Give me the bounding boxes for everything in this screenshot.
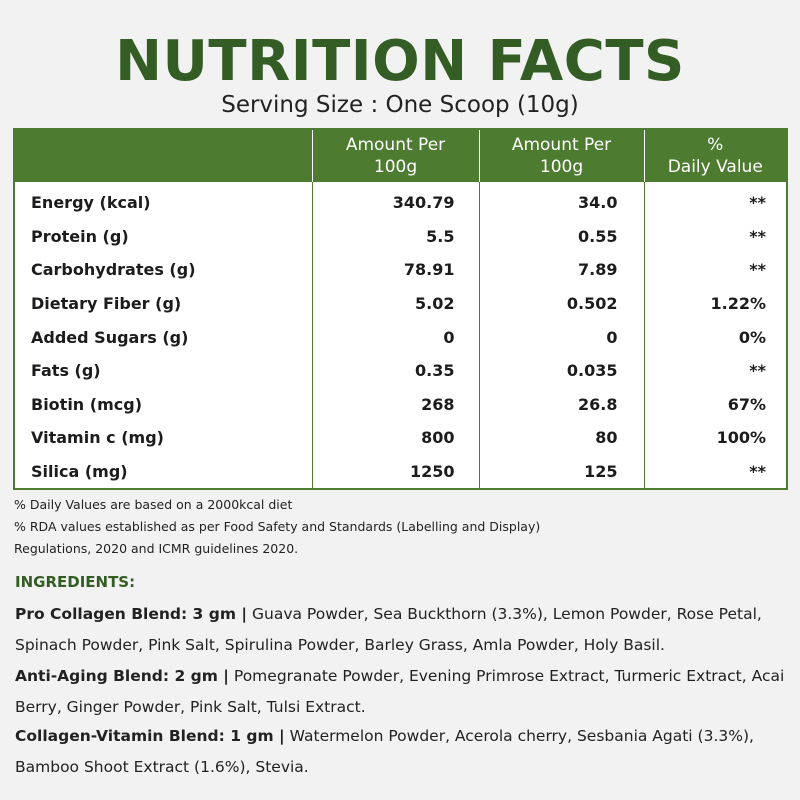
daily-value: 100%: [643, 421, 787, 455]
amount-per-serving: 80: [478, 421, 644, 455]
blend-items: Pomegranate Powder, Evening Primrose Ext…: [15, 667, 785, 716]
nutrient-name: Protein (g): [31, 226, 129, 246]
amount-per-serving: 0.55: [478, 219, 644, 254]
table-row: Vitamin c (mg) 800 80 100%: [14, 421, 787, 455]
nutrient-name: Energy (kcal): [31, 193, 151, 213]
amount-per-serving: 125: [478, 454, 644, 490]
table-row: Protein (g) 5.5 0.55 **: [14, 219, 787, 254]
amount-per-100g: 5.02: [311, 286, 479, 321]
daily-value: 67%: [643, 387, 787, 422]
table-row: Added Sugars (g) 0 0 0%: [14, 320, 787, 354]
amount-per-100g: 0.35: [311, 353, 479, 388]
amount-per-serving: 34.0: [478, 182, 644, 220]
nutrient-name: Dietary Fiber (g): [31, 294, 182, 314]
amount-per-100g: 5.5: [311, 219, 479, 254]
table-row: Silica (mg) 1250 125 **: [14, 454, 787, 490]
nutrition-table: Amount Per 100g Amount Per 100g % Daily …: [13, 128, 788, 491]
table-row: Carbohydrates (g) 78.91 7.89 **: [14, 253, 787, 287]
amount-per-serving: 7.89: [478, 253, 644, 287]
amount-per-100g: 1250: [311, 454, 479, 490]
amount-per-100g: 340.79: [311, 182, 479, 220]
table-row: Dietary Fiber (g) 5.02 0.502 1.22%: [14, 286, 787, 321]
header-daily-value-label: % Daily Value: [667, 135, 763, 177]
blend-name: Anti-Aging Blend: 2 gm |: [15, 667, 229, 685]
footnote-rda: % RDA values established as per Food Saf…: [14, 519, 541, 556]
header-per-100g: Amount Per 100g: [311, 129, 479, 182]
blend-anti-aging: Anti-Aging Blend: 2 gm | Pomegranate Pow…: [15, 661, 785, 723]
nutrient-name: Biotin (mcg): [31, 394, 142, 414]
amount-per-serving: 26.8: [478, 387, 644, 422]
daily-value: 0%: [643, 320, 787, 354]
amount-per-100g: 268: [311, 387, 479, 422]
blend-collagen-vitamin: Collagen-Vitamin Blend: 1 gm | Watermelo…: [15, 721, 785, 783]
daily-value: **: [643, 182, 787, 220]
nutrient-name: Added Sugars (g): [31, 327, 189, 347]
amount-per-serving: 0: [478, 320, 644, 354]
amount-per-100g: 78.91: [311, 253, 479, 287]
daily-value: 1.22%: [643, 286, 787, 321]
header-per-serving-label: Amount Per 100g: [511, 135, 612, 177]
page-title: NUTRITION FACTS: [115, 29, 685, 94]
blend-items: Watermelon Powder, Acerola cherry, Sesba…: [15, 727, 754, 776]
daily-value: **: [643, 454, 787, 490]
table-row: Biotin (mcg) 268 26.8 67%: [14, 387, 787, 422]
amount-per-100g: 800: [311, 421, 479, 455]
nutrient-name: Carbohydrates (g): [31, 260, 196, 280]
ingredients-title: INGREDIENTS:: [15, 573, 136, 591]
blend-pro-collagen: Pro Collagen Blend: 3 gm | Guava Powder,…: [15, 599, 785, 661]
table-row: Fats (g) 0.35 0.035 **: [14, 353, 787, 388]
header-nutrient: [14, 129, 312, 182]
amount-per-serving: 0.502: [478, 286, 644, 321]
serving-size: Serving Size : One Scoop (10g): [221, 92, 579, 118]
header-per-serving: Amount Per 100g: [478, 129, 644, 182]
header-daily-value: % Daily Value: [643, 129, 787, 182]
nutrient-name: Fats (g): [31, 361, 101, 381]
blend-items: Guava Powder, Sea Buckthorn (3.3%), Lemo…: [15, 605, 762, 654]
header-per-100g-label: Amount Per 100g: [345, 135, 446, 177]
daily-value: **: [643, 253, 787, 287]
footnotes: % Daily Values are based on a 2000kcal d…: [14, 494, 574, 560]
daily-value: **: [643, 219, 787, 254]
amount-per-serving: 0.035: [478, 353, 644, 388]
table-row: Energy (kcal) 340.79 34.0 **: [14, 182, 787, 220]
daily-value: **: [643, 353, 787, 388]
nutrient-name: Silica (mg): [31, 462, 128, 482]
blend-name: Collagen-Vitamin Blend: 1 gm |: [15, 727, 285, 745]
nutrient-name: Vitamin c (mg): [31, 428, 164, 448]
amount-per-100g: 0: [311, 320, 479, 354]
blend-name: Pro Collagen Blend: 3 gm |: [15, 605, 248, 623]
table-header-row: Amount Per 100g Amount Per 100g % Daily …: [14, 129, 787, 182]
footnote-daily-values: % Daily Values are based on a 2000kcal d…: [14, 497, 293, 512]
